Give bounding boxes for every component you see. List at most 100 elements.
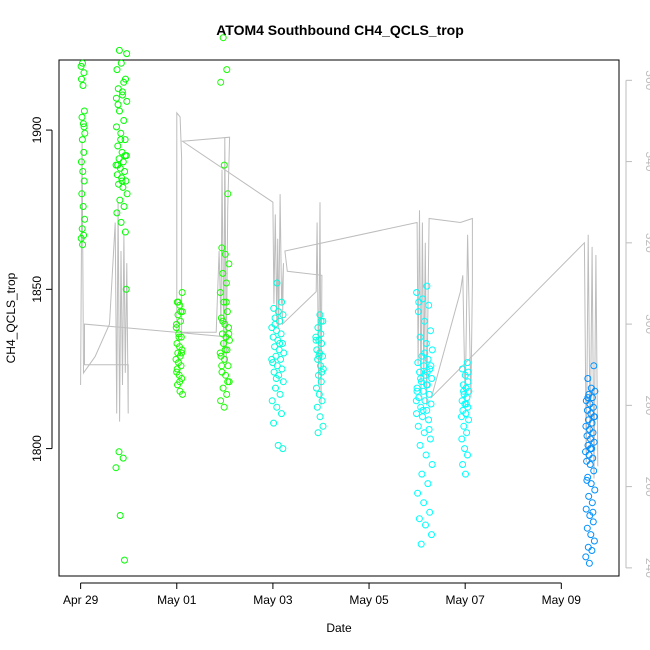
data-point — [118, 177, 126, 185]
data-point — [80, 107, 88, 115]
data-point — [421, 349, 429, 357]
y-axis-right: 240 260 280 300 320 340 360 — [625, 70, 650, 578]
y-right-tick-label: 300 — [643, 314, 650, 334]
data-point — [316, 413, 324, 421]
series-group — [312, 311, 327, 437]
data-point — [313, 384, 320, 392]
data-point — [414, 489, 422, 497]
data-point — [590, 438, 598, 446]
data-point — [425, 301, 433, 309]
data-point — [218, 330, 226, 338]
data-point — [315, 352, 323, 360]
data-point — [80, 148, 88, 156]
data-point — [219, 317, 227, 325]
data-point — [177, 333, 185, 341]
data-point — [80, 123, 88, 131]
series-group — [458, 359, 473, 478]
data-point — [318, 368, 326, 376]
data-point — [588, 419, 596, 427]
x-tick-label: May 07 — [446, 593, 486, 607]
data-point — [78, 190, 86, 198]
data-point — [417, 540, 425, 548]
data-point — [584, 375, 592, 382]
data-point — [314, 429, 322, 437]
data-point — [427, 327, 434, 335]
data-point — [218, 362, 226, 370]
data-point — [424, 480, 432, 488]
data-point — [119, 183, 127, 191]
data-point — [458, 413, 465, 421]
data-point — [462, 400, 470, 408]
data-point — [121, 152, 129, 160]
data-point — [113, 171, 121, 179]
data-point — [589, 454, 597, 462]
data-point — [121, 136, 129, 144]
data-point — [427, 400, 435, 408]
data-point — [425, 390, 433, 398]
data-point — [583, 524, 591, 532]
data-point — [225, 330, 233, 338]
data-point — [416, 333, 424, 341]
data-point — [115, 155, 123, 163]
data-point — [178, 349, 185, 357]
data-point — [458, 435, 466, 443]
data-point — [590, 537, 598, 545]
data-point — [223, 308, 231, 316]
data-point — [224, 362, 232, 370]
data-point — [172, 324, 180, 332]
data-point — [464, 378, 472, 386]
data-point — [423, 381, 431, 389]
data-point — [120, 203, 128, 210]
data-point — [217, 397, 225, 405]
data-point — [119, 91, 126, 99]
data-point — [422, 340, 430, 347]
series-group — [268, 279, 288, 453]
series-group — [77, 59, 89, 249]
data-point — [113, 66, 121, 74]
data-point — [224, 378, 232, 386]
data-point — [221, 346, 229, 354]
data-point — [412, 397, 420, 405]
data-point — [426, 435, 434, 443]
data-point — [79, 241, 87, 249]
data-point — [319, 352, 326, 360]
data-point — [588, 547, 596, 554]
data-point — [78, 75, 85, 83]
data-point — [220, 298, 228, 306]
x-axis-label: Date — [326, 621, 352, 635]
data-point — [116, 196, 124, 204]
data-point — [587, 531, 595, 539]
data-point — [277, 355, 285, 363]
data-point — [588, 499, 596, 507]
data-point — [268, 355, 276, 363]
data-point — [270, 419, 278, 427]
data-point — [588, 394, 596, 402]
data-point — [582, 505, 590, 513]
data-point — [114, 161, 122, 169]
data-point — [428, 375, 436, 382]
data-point — [414, 422, 422, 430]
data-point — [79, 203, 87, 210]
data-point — [314, 324, 322, 332]
y-right-tick-label: 280 — [643, 395, 650, 415]
data-point — [220, 403, 228, 411]
data-point — [78, 113, 86, 121]
y-tick-label: 1900 — [30, 116, 44, 143]
data-point — [317, 378, 325, 386]
data-point — [317, 330, 325, 338]
data-point — [119, 158, 127, 166]
data-point — [465, 387, 473, 395]
data-point — [314, 355, 322, 363]
x-tick-label: Apr 29 — [63, 593, 99, 607]
data-point — [423, 282, 431, 290]
data-point — [219, 269, 227, 277]
data-point — [79, 59, 86, 67]
series-group — [112, 46, 131, 564]
data-point — [219, 384, 227, 392]
data-point — [117, 218, 125, 226]
series-group — [412, 282, 436, 548]
data-point — [278, 410, 285, 418]
data-point — [217, 78, 225, 86]
data-point — [269, 359, 277, 367]
